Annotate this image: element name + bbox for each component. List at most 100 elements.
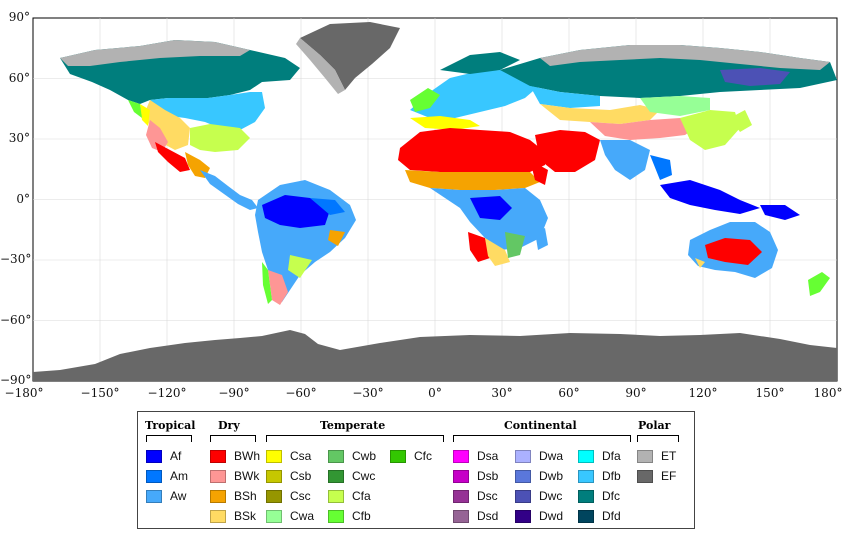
legend-item-dwa: Dwa bbox=[515, 448, 563, 464]
legend-group-title-polar: Polar bbox=[638, 419, 671, 432]
longitude-tick-label: 30° bbox=[491, 386, 513, 400]
legend-label: Dwc bbox=[539, 489, 563, 503]
legend-bracket-dry bbox=[210, 435, 256, 442]
legend-swatch bbox=[146, 449, 162, 463]
legend-label: BSh bbox=[234, 489, 257, 503]
legend-swatch bbox=[328, 489, 344, 503]
legend-swatch bbox=[266, 469, 282, 483]
legend-item-am: Am bbox=[146, 468, 188, 484]
longitude-tick-label: 90° bbox=[625, 386, 647, 400]
legend-item-dfd: Dfd bbox=[578, 508, 621, 524]
legend-item-dwc: Dwc bbox=[515, 488, 562, 504]
legend-label: BSk bbox=[234, 509, 257, 523]
legend-swatch bbox=[515, 489, 531, 503]
legend-swatch bbox=[515, 509, 531, 523]
latitude-tick-label: −30° bbox=[0, 252, 32, 266]
legend-swatch bbox=[210, 469, 226, 483]
legend-swatch bbox=[453, 489, 469, 503]
latitude-tick-label: 0° bbox=[16, 191, 30, 206]
legend-label: Cwa bbox=[290, 509, 315, 523]
legend-item-dfa: Dfa bbox=[578, 448, 621, 464]
legend-swatch bbox=[453, 509, 469, 523]
legend-label: ET bbox=[661, 449, 677, 463]
legend-label: Dwd bbox=[539, 509, 564, 523]
legend-swatch bbox=[146, 489, 162, 503]
legend-swatch bbox=[637, 449, 653, 463]
legend-item-af: Af bbox=[146, 448, 181, 464]
antarctica-region bbox=[33, 330, 837, 381]
legend-swatch bbox=[210, 449, 226, 463]
legend-item-et: ET bbox=[637, 448, 676, 464]
legend-swatch bbox=[210, 509, 226, 523]
longitude-tick-label: −90° bbox=[218, 386, 250, 400]
legend-label: Af bbox=[170, 449, 182, 463]
legend-swatch bbox=[328, 449, 344, 463]
legend-label: Dfc bbox=[602, 489, 620, 503]
legend-item-bwh: BWh bbox=[210, 448, 260, 464]
longitude-tick-label: 180° bbox=[813, 386, 843, 400]
latitude-tick-label: 90° bbox=[8, 10, 30, 24]
legend-group-title-temperate: Temperate bbox=[320, 419, 386, 432]
legend-item-dwd: Dwd bbox=[515, 508, 563, 524]
longitude-tick-label: 150° bbox=[755, 386, 785, 400]
legend-item-cwc: Cwc bbox=[328, 468, 375, 484]
legend-item-csa: Csa bbox=[266, 448, 311, 464]
latitude-tick-label: 30° bbox=[8, 131, 30, 145]
legend-item-cfc: Cfc bbox=[390, 448, 432, 464]
legend-label: Csa bbox=[290, 449, 312, 463]
legend-swatch bbox=[328, 469, 344, 483]
longitude-tick-label: 120° bbox=[688, 386, 718, 400]
legend-item-bsh: BSh bbox=[210, 488, 257, 504]
latitude-tick-label: −60° bbox=[0, 312, 32, 327]
legend-swatch bbox=[266, 449, 282, 463]
legend-label: Am bbox=[170, 469, 188, 483]
africa-region bbox=[398, 128, 545, 172]
legend-swatch bbox=[578, 489, 594, 503]
legend-label: Cwc bbox=[352, 469, 376, 483]
legend-item-bsk: BSk bbox=[210, 508, 256, 524]
legend-item-dsc: Dsc bbox=[453, 488, 498, 504]
legend-label: Dwa bbox=[539, 449, 564, 463]
legend-swatch bbox=[515, 449, 531, 463]
legend-item-cwa: Cwa bbox=[266, 508, 314, 524]
legend-label: Csb bbox=[290, 469, 312, 483]
legend-label: Dfa bbox=[602, 449, 621, 463]
latitude-tick-label: −90° bbox=[0, 373, 32, 387]
legend-label: Aw bbox=[170, 489, 187, 503]
koppen-climate-world-map bbox=[32, 17, 838, 382]
legend-swatch bbox=[515, 469, 531, 483]
europe-region bbox=[410, 70, 540, 118]
legend-label: Cfb bbox=[352, 509, 371, 523]
legend-item-cwb: Cwb bbox=[328, 448, 376, 464]
legend-label: Dsa bbox=[477, 449, 499, 463]
climate-legend: Tropical Dry Temperate Continental Polar… bbox=[137, 411, 695, 529]
legend-label: Dsc bbox=[477, 489, 498, 503]
legend-swatch bbox=[637, 469, 653, 483]
arabia-region bbox=[535, 130, 600, 172]
legend-swatch bbox=[266, 489, 282, 503]
legend-label: Cfc bbox=[414, 449, 432, 463]
greenland-region bbox=[300, 22, 400, 90]
longitude-tick-label: −30° bbox=[352, 386, 384, 400]
legend-item-dsd: Dsd bbox=[453, 508, 498, 524]
longitude-tick-label: 0° bbox=[428, 386, 442, 400]
legend-item-ef: EF bbox=[637, 468, 676, 484]
legend-swatch bbox=[146, 469, 162, 483]
legend-swatch bbox=[328, 509, 344, 523]
legend-swatch bbox=[578, 509, 594, 523]
legend-label: Dwb bbox=[539, 469, 564, 483]
legend-swatch bbox=[390, 449, 406, 463]
legend-item-cfb: Cfb bbox=[328, 508, 371, 524]
central-america-region bbox=[200, 170, 258, 210]
legend-bracket-temperate bbox=[266, 435, 444, 442]
legend-label: Csc bbox=[290, 489, 311, 503]
legend-label: BWh bbox=[234, 449, 261, 463]
legend-swatch bbox=[210, 489, 226, 503]
longitude-tick-label: −60° bbox=[285, 386, 317, 400]
legend-item-dfb: Dfb bbox=[578, 468, 621, 484]
longitude-tick-label: −120° bbox=[147, 386, 187, 400]
legend-swatch bbox=[453, 449, 469, 463]
legend-label: BWk bbox=[234, 469, 260, 483]
legend-item-cfa: Cfa bbox=[328, 488, 371, 504]
longitude-tick-label: −180° bbox=[4, 386, 44, 400]
